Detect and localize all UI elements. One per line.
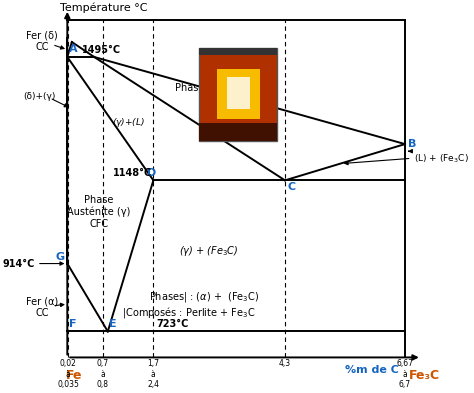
Text: Fe₃C: Fe₃C: [409, 369, 440, 382]
Bar: [199, 123, 277, 141]
Text: 6,67
à
6,7: 6,67 à 6,7: [396, 359, 413, 389]
Text: $|$Composés : Perlite + Fe$_3$C: $|$Composés : Perlite + Fe$_3$C: [122, 305, 255, 320]
Bar: [199, 48, 277, 55]
Text: A: A: [69, 44, 78, 54]
Bar: [199, 48, 277, 141]
Text: C: C: [288, 182, 296, 192]
Text: Fer (α)
CC: Fer (α) CC: [26, 297, 58, 318]
Text: %m de C: %m de C: [345, 365, 399, 375]
Text: F: F: [69, 319, 77, 329]
Text: 0,7
à
0,8: 0,7 à 0,8: [97, 359, 109, 389]
Text: (L) + (Fe$_3$C): (L) + (Fe$_3$C): [414, 152, 469, 165]
Text: E: E: [109, 319, 117, 329]
Text: 0,02
à
0,035: 0,02 à 0,035: [57, 359, 79, 389]
Text: (δ)+(γ): (δ)+(γ): [23, 92, 55, 101]
Text: 914°C: 914°C: [2, 259, 35, 268]
Text: 1495°C: 1495°C: [82, 45, 120, 55]
Text: ($\gamma$) + (Fe$_3$C): ($\gamma$) + (Fe$_3$C): [179, 244, 239, 258]
Text: B: B: [408, 139, 416, 149]
Text: ($\gamma$)+(L): ($\gamma$)+(L): [111, 116, 145, 129]
Text: Fer (δ)
CC: Fer (δ) CC: [26, 30, 58, 52]
Text: 723°C: 723°C: [156, 320, 188, 329]
Text: 1148°C: 1148°C: [113, 168, 152, 178]
Text: Phase Liquide
(L): Phase Liquide (L): [175, 83, 243, 105]
Text: D: D: [147, 167, 156, 178]
Text: 1,7
à
2,4: 1,7 à 2,4: [147, 359, 159, 389]
Text: G: G: [55, 252, 64, 262]
Text: 4,3: 4,3: [279, 359, 291, 368]
Bar: [227, 77, 250, 108]
Text: Fe: Fe: [66, 369, 83, 382]
Bar: [217, 70, 260, 119]
Text: Phase
Austénite (γ)
CFC: Phase Austénite (γ) CFC: [67, 195, 130, 229]
Text: Phases$|$ : ($\alpha$) +  (Fe$_3$C): Phases$|$ : ($\alpha$) + (Fe$_3$C): [149, 290, 259, 304]
Text: Température °C: Température °C: [60, 2, 147, 13]
